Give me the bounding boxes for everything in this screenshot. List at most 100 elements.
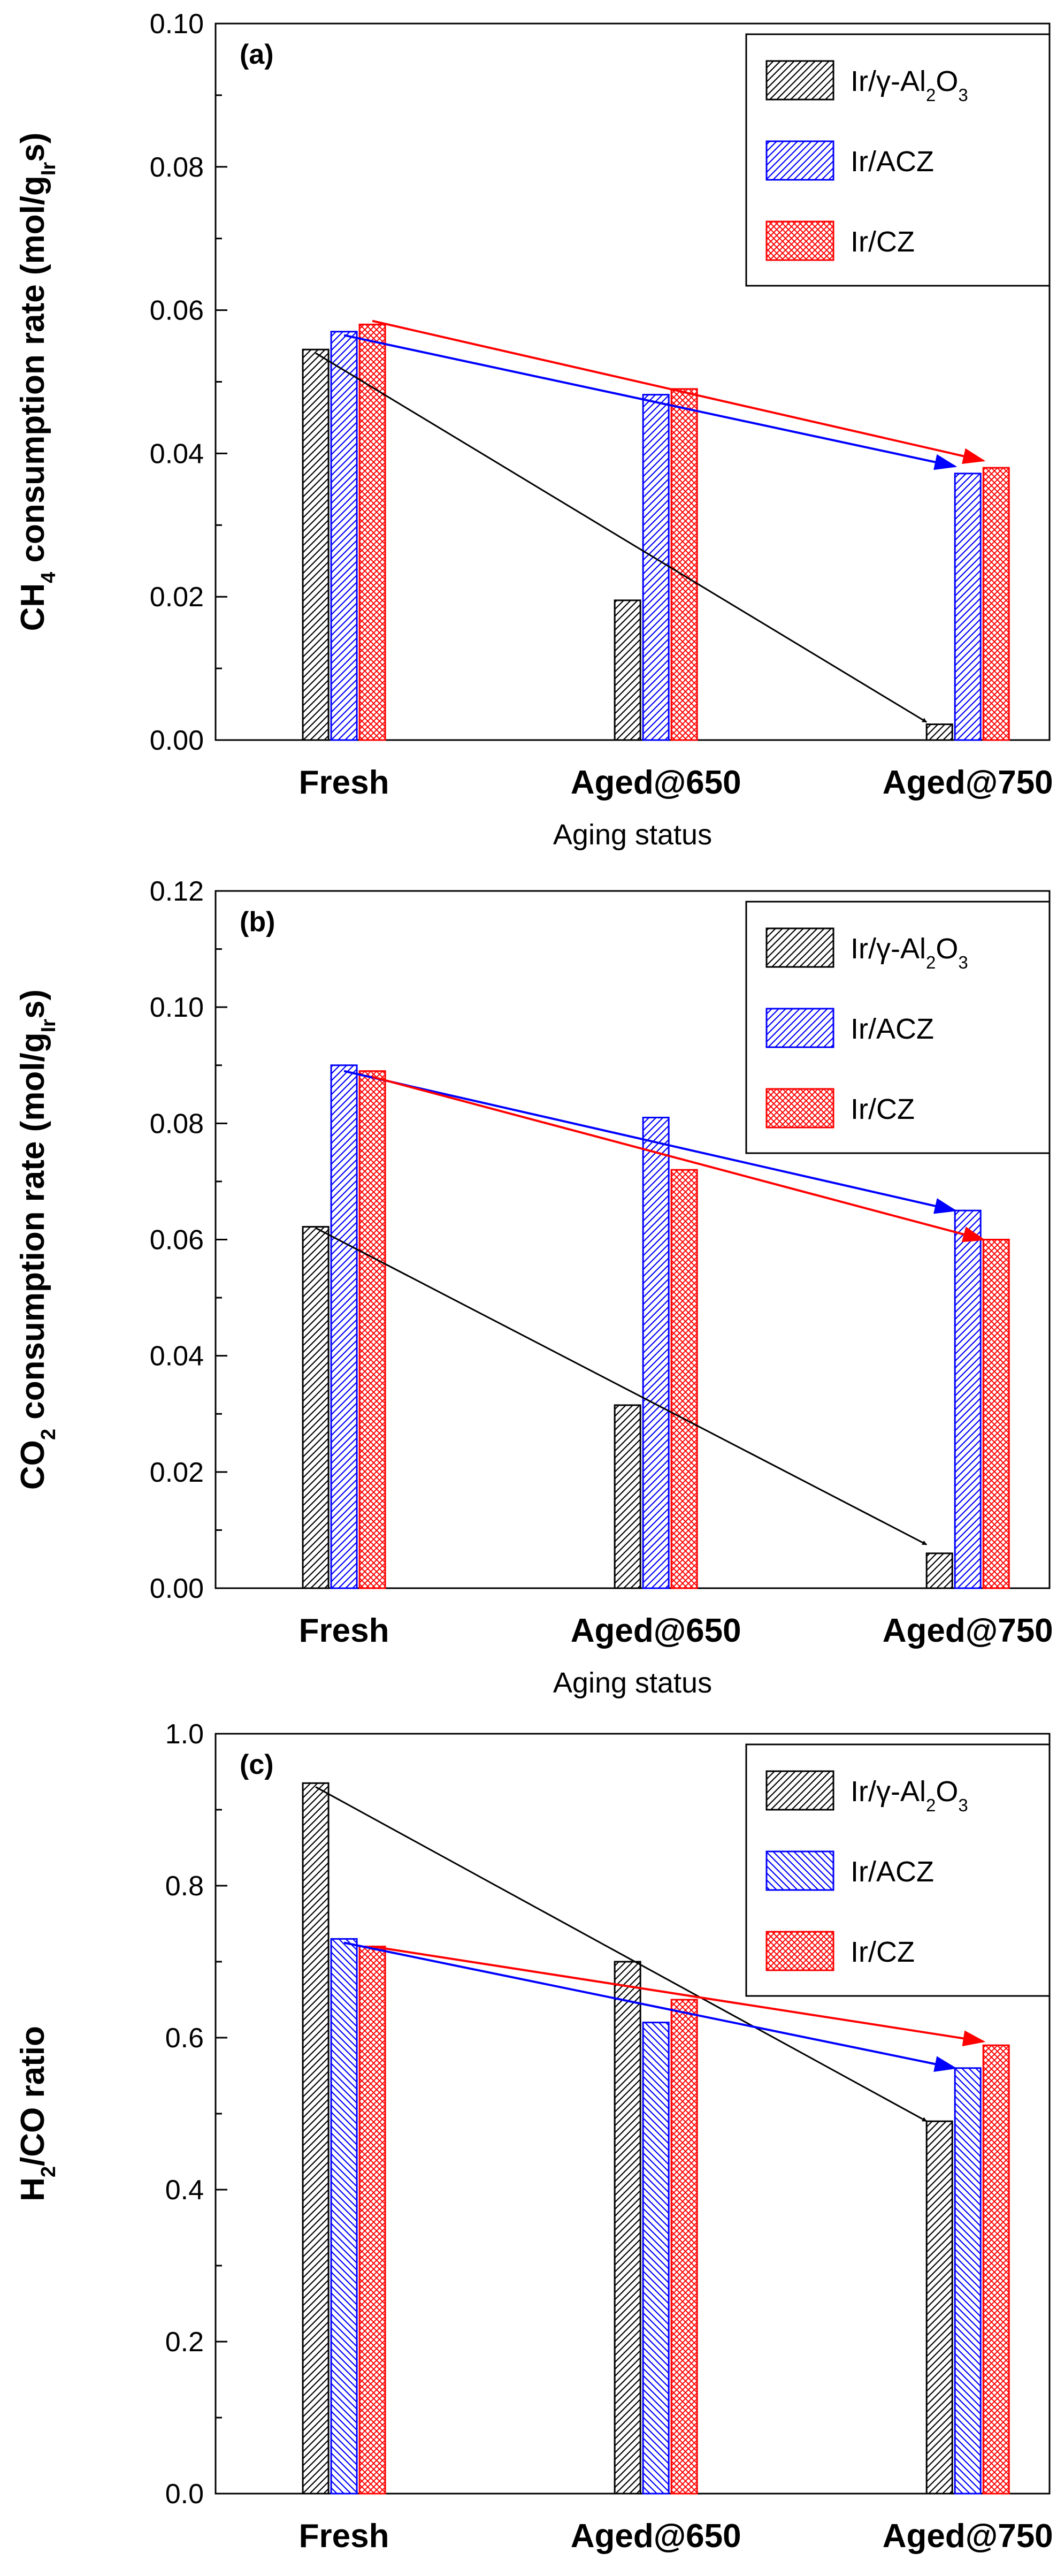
- legend-label-part: 3: [958, 85, 968, 105]
- legend-label: Ir/ACZ: [851, 1856, 934, 1888]
- panel-label: (b): [240, 906, 275, 938]
- y-tick-label: 0.04: [150, 1341, 204, 1372]
- trend-arrow: [372, 319, 986, 464]
- y-tick-label: 0.12: [150, 876, 204, 907]
- legend-swatch: [765, 1770, 834, 1811]
- legend-label-part: Ir/ACZ: [851, 146, 934, 178]
- legend-label: Ir/ACZ: [851, 146, 934, 178]
- y-axis-label-part: Ir: [37, 1019, 60, 1033]
- legend-label-part: O: [936, 65, 958, 97]
- bar: [982, 467, 1010, 741]
- panel-c: 0.00.20.40.60.81.0FreshAged@650Aged@750A…: [14, 1719, 1053, 2576]
- legend-swatch: [765, 1850, 834, 1891]
- y-axis-label-part: /CO ratio: [14, 2026, 51, 2166]
- x-tick-label: Aged@750: [883, 764, 1053, 801]
- y-axis-label: CH4 consumption rate (mol/gIrs): [14, 133, 60, 631]
- bar: [670, 388, 698, 741]
- y-axis-label-part: CH: [14, 583, 51, 631]
- y-tick-label: 0.06: [150, 295, 204, 326]
- legend-label-part: Ir/γ-Al: [851, 1775, 926, 1808]
- legend-label-part: 3: [958, 952, 968, 972]
- bar: [642, 1116, 670, 1589]
- trend-arrow: [315, 1786, 928, 2122]
- y-tick-label: 0.06: [150, 1225, 204, 1256]
- legend-label-part: O: [936, 1775, 958, 1808]
- y-tick-label: 0.10: [150, 992, 204, 1023]
- bar: [614, 1404, 641, 1589]
- trend-arrow: [315, 352, 927, 723]
- bar: [670, 1999, 698, 2495]
- y-axis-label-part: 2: [37, 2166, 60, 2177]
- y-axis-label-part: consumption rate (mol/g: [14, 176, 51, 572]
- bar: [358, 1070, 386, 1589]
- y-axis-label: CO2 consumption rate (mol/gIrs): [14, 989, 60, 1490]
- legend-label-part: Ir/γ-Al: [851, 65, 926, 97]
- y-axis-label-part: 4: [37, 572, 60, 583]
- y-axis-label-part: CO: [14, 1440, 51, 1490]
- bar: [954, 2067, 982, 2495]
- x-tick-label: Aged@750: [883, 1612, 1053, 1649]
- x-tick-label: Aged@750: [883, 2518, 1053, 2555]
- panel-b: 0.00 0.02 0.04 0.06 0.08 0.10 0.12 Fresh Aged@65…: [14, 876, 1053, 1699]
- x-tick-label: Fresh: [299, 764, 389, 801]
- x-tick-label: Fresh: [299, 2518, 389, 2555]
- bar: [670, 1169, 698, 1589]
- legend-swatch: [765, 1008, 834, 1048]
- y-tick-label: 0.8: [165, 1871, 204, 1902]
- y-tick-label: 0.6: [165, 2023, 204, 2054]
- legend-label: Ir/γ-Al2O3: [851, 933, 968, 972]
- bar: [302, 1782, 330, 2495]
- legend-label-part: 3: [958, 1795, 968, 1815]
- bar: [358, 1946, 386, 2495]
- legend-label-part: O: [936, 933, 958, 965]
- legend-swatch: [765, 1088, 834, 1129]
- panel-label: (a): [240, 39, 274, 70]
- legend-label-part: Ir/CZ: [851, 1936, 915, 1968]
- panel-a: 0.00 0.02 0.04 0.06 0.08 0.10 Fresh Aged@650 Age…: [14, 9, 1053, 851]
- y-tick-label: 0.10: [150, 9, 204, 40]
- bar: [954, 1209, 982, 1589]
- legend-swatch: [765, 1931, 834, 1971]
- legend-label-part: Ir/γ-Al: [851, 933, 926, 965]
- legend-label-part: Ir/CZ: [851, 1093, 915, 1125]
- y-tick-label: 0.08: [150, 152, 204, 183]
- bar: [982, 2044, 1010, 2495]
- legend-swatch: [765, 60, 834, 101]
- legend-label: Ir/ACZ: [851, 1013, 934, 1045]
- x-tick-label: Aged@650: [571, 764, 741, 801]
- legend-label-part: 2: [926, 85, 936, 105]
- y-axis-label-part: Ir: [37, 162, 60, 176]
- y-tick-label: 0.4: [165, 2175, 204, 2206]
- trend-arrow: [343, 334, 958, 470]
- x-tick-label: Aged@650: [571, 1612, 741, 1649]
- x-tick-label: Aged@650: [571, 2518, 741, 2555]
- bar: [925, 1552, 953, 1589]
- bar: [330, 1064, 358, 1589]
- bar: [954, 472, 982, 741]
- bar: [982, 1239, 1010, 1589]
- trend-arrow: [372, 1945, 986, 2047]
- y-tick-label: 0.08: [150, 1108, 204, 1139]
- trend-arrow: [343, 1070, 958, 1214]
- y-axis-label-part: consumption rate (mol/g: [14, 1032, 51, 1429]
- trend-arrow: [315, 1227, 928, 1545]
- legend-label: Ir/CZ: [851, 1093, 915, 1125]
- y-axis-label-part: H: [14, 2177, 51, 2201]
- bar: [330, 331, 358, 741]
- y-tick-label: 0.0: [165, 2479, 204, 2510]
- bar: [358, 323, 386, 741]
- bar: [642, 394, 670, 741]
- bar: [925, 2120, 953, 2495]
- bar: [614, 599, 641, 741]
- x-tick-label: Fresh: [299, 1612, 389, 1649]
- y-axis-label-part: s): [14, 989, 51, 1019]
- legend-label-part: 2: [926, 952, 936, 972]
- bar: [302, 348, 330, 741]
- y-tick-label: 0.02: [150, 1457, 204, 1488]
- legend-label-part: 2: [926, 1795, 936, 1815]
- legend-label: Ir/γ-Al2O3: [851, 1775, 968, 1815]
- bar: [302, 1226, 330, 1589]
